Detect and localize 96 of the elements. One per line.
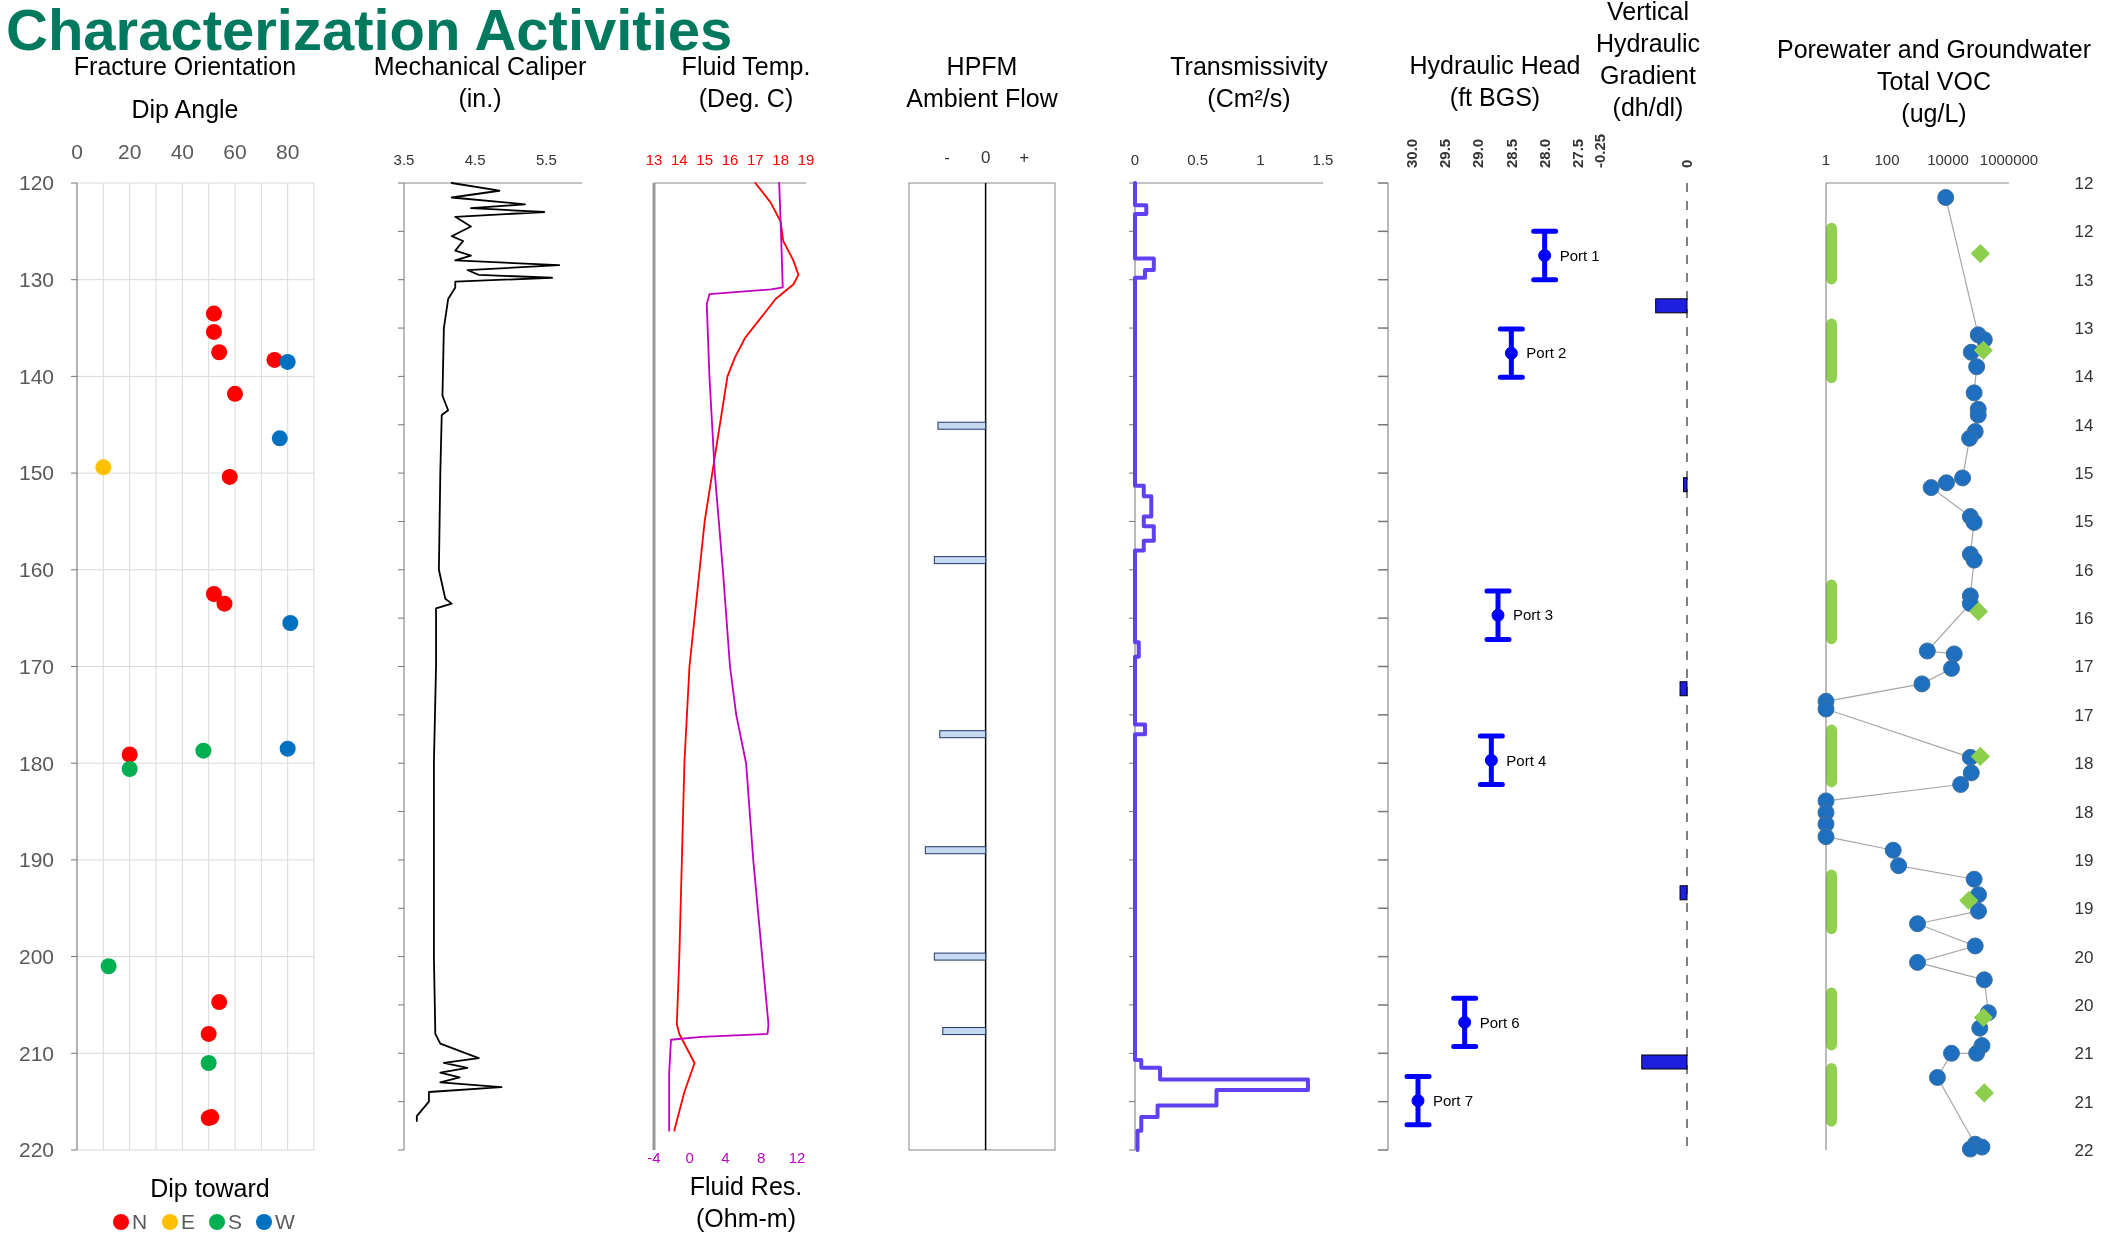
x-tick-label: 0 <box>1678 159 1696 168</box>
y2-tick-label: 12 <box>2074 222 2094 242</box>
legend-label: E <box>181 1210 196 1233</box>
y-tick-label: 180 <box>18 751 54 775</box>
x-tick-label: 28.0 <box>1535 138 1553 168</box>
x2-tick-label: 17 <box>746 151 764 168</box>
y-tick-label: 160 <box>18 558 54 582</box>
x-tick-label: 0 <box>71 140 83 163</box>
x2-axis-title: Fluid Temp. (Deg. C) <box>681 52 811 112</box>
x-tick-label: 5.5 <box>535 151 557 168</box>
x-tick-label: 20 <box>117 140 142 163</box>
x-tick-label: 4.5 <box>464 151 486 168</box>
x-tick-label: 28.5 <box>1502 138 1520 168</box>
text: + <box>1019 148 1030 167</box>
x-axis-title: Fluid Res. (Ohm-m) <box>689 1172 803 1232</box>
x2-tick-label: 16 <box>721 151 739 168</box>
x2-tick-label: 13 <box>645 151 663 168</box>
legend-title: Dip toward <box>150 1174 270 1202</box>
text: - <box>944 148 950 167</box>
legend-label: S <box>228 1210 243 1233</box>
data-label: Port 7 <box>1433 1091 1474 1109</box>
x-tick-label: -0.25 <box>1591 133 1609 168</box>
y-tick-label: 130 <box>18 268 54 292</box>
x-tick-label: 12 <box>788 1149 806 1166</box>
y2-tick-label: 18 <box>2074 754 2094 774</box>
x-tick-label: 0.5 <box>1187 151 1209 168</box>
y2-tick-label: 16 <box>2074 609 2094 629</box>
point <box>1458 1015 1472 1029</box>
y-tick-label: 200 <box>18 944 54 968</box>
y2-tick-label: 14 <box>2074 367 2094 387</box>
point <box>1538 249 1552 263</box>
legend-label: N <box>132 1210 148 1233</box>
point <box>1411 1094 1425 1108</box>
y2-tick-label: 12 <box>2074 173 2094 193</box>
y2-tick-label: 18 <box>2074 802 2094 822</box>
x-tick-label: 8 <box>757 1149 766 1166</box>
x-tick-label: 29.5 <box>1435 138 1453 168</box>
x-tick-label: 29.0 <box>1469 138 1487 168</box>
point <box>1491 608 1505 622</box>
x-tick-label: 30.0 <box>1402 138 1420 168</box>
y-tick-label: 210 <box>18 1041 54 1065</box>
data-label: Port 1 <box>1559 246 1600 264</box>
y-tick-label: 150 <box>18 461 54 485</box>
x-tick-label: 60 <box>223 140 247 163</box>
point <box>1504 346 1518 360</box>
chart-title: Transmissivity (Cm²/s) <box>1170 52 1329 112</box>
chart-title: Mechanical Caliper (in.) <box>373 52 587 112</box>
y2-tick-label: 21 <box>2074 1044 2094 1064</box>
y2-tick-label: 19 <box>2074 850 2094 870</box>
data-label: Port 4 <box>1506 751 1547 769</box>
chart-title: Vertical Hydraulic Gradient (dh/dl) <box>1595 0 1701 121</box>
chart-title: Porewater and Groundwater Total VOC (ug/L) <box>1776 35 2092 127</box>
chart-title: HPFM Ambient Flow <box>906 52 1059 112</box>
y2-tick-label: 13 <box>2074 270 2094 290</box>
y2-tick-label: 16 <box>2074 560 2094 580</box>
y2-tick-label: 20 <box>2074 947 2094 967</box>
y2-tick-label: 15 <box>2074 512 2094 532</box>
x-tick-label: 80 <box>275 140 300 163</box>
x-tick-label: 1000000 <box>1979 151 2039 168</box>
x2-tick-label: 18 <box>772 151 790 168</box>
y-tick-label: 140 <box>18 364 54 388</box>
x-tick-label: 0 <box>685 1149 694 1166</box>
y2-tick-label: 17 <box>2074 705 2094 725</box>
y2-tick-label: 22 <box>2074 1140 2094 1160</box>
x-tick-label: 27.5 <box>1569 138 1587 168</box>
y-tick-label: 170 <box>18 654 54 678</box>
y-tick-label: 190 <box>18 848 54 872</box>
x2-tick-label: 14 <box>670 151 688 168</box>
x-tick-label: 1 <box>1256 151 1265 168</box>
x-tick-label: 4 <box>721 1149 730 1166</box>
y2-tick-label: 20 <box>2074 995 2094 1015</box>
y2-tick-label: 17 <box>2074 657 2094 677</box>
x-tick-label: 1 <box>1821 151 1831 168</box>
y-tick-label: 220 <box>18 1138 54 1162</box>
y2-tick-label: 15 <box>2074 464 2094 484</box>
y2-tick-label: 21 <box>2074 1092 2094 1112</box>
x-tick-label: 40 <box>170 140 195 163</box>
x2-tick-label: 19 <box>797 151 815 168</box>
x-tick-label: 0 <box>1130 151 1140 168</box>
x-tick-label: 1.5 <box>1312 151 1334 168</box>
data-label: Port 6 <box>1479 1013 1520 1031</box>
x-tick-label: -4 <box>647 1149 661 1166</box>
chart-title: Hydraulic Head (ft BGS) <box>1409 51 1581 111</box>
x2-tick-label: 15 <box>696 151 714 168</box>
x-tick-label: 10000 <box>1927 151 1969 168</box>
x-tick-label: 3.5 <box>393 151 415 168</box>
data-label: Port 2 <box>1526 344 1567 362</box>
legend-label: W <box>275 1210 295 1233</box>
y2-tick-label: 19 <box>2074 899 2094 919</box>
x-tick-label: 100 <box>1874 151 1900 168</box>
y2-tick-label: 14 <box>2074 415 2094 435</box>
data-label: Port 3 <box>1513 606 1554 624</box>
point <box>1484 753 1498 767</box>
y-tick-label: 120 <box>18 171 54 195</box>
y2-tick-label: 13 <box>2074 319 2094 338</box>
x-axis-title: Dip Angle <box>131 95 239 123</box>
